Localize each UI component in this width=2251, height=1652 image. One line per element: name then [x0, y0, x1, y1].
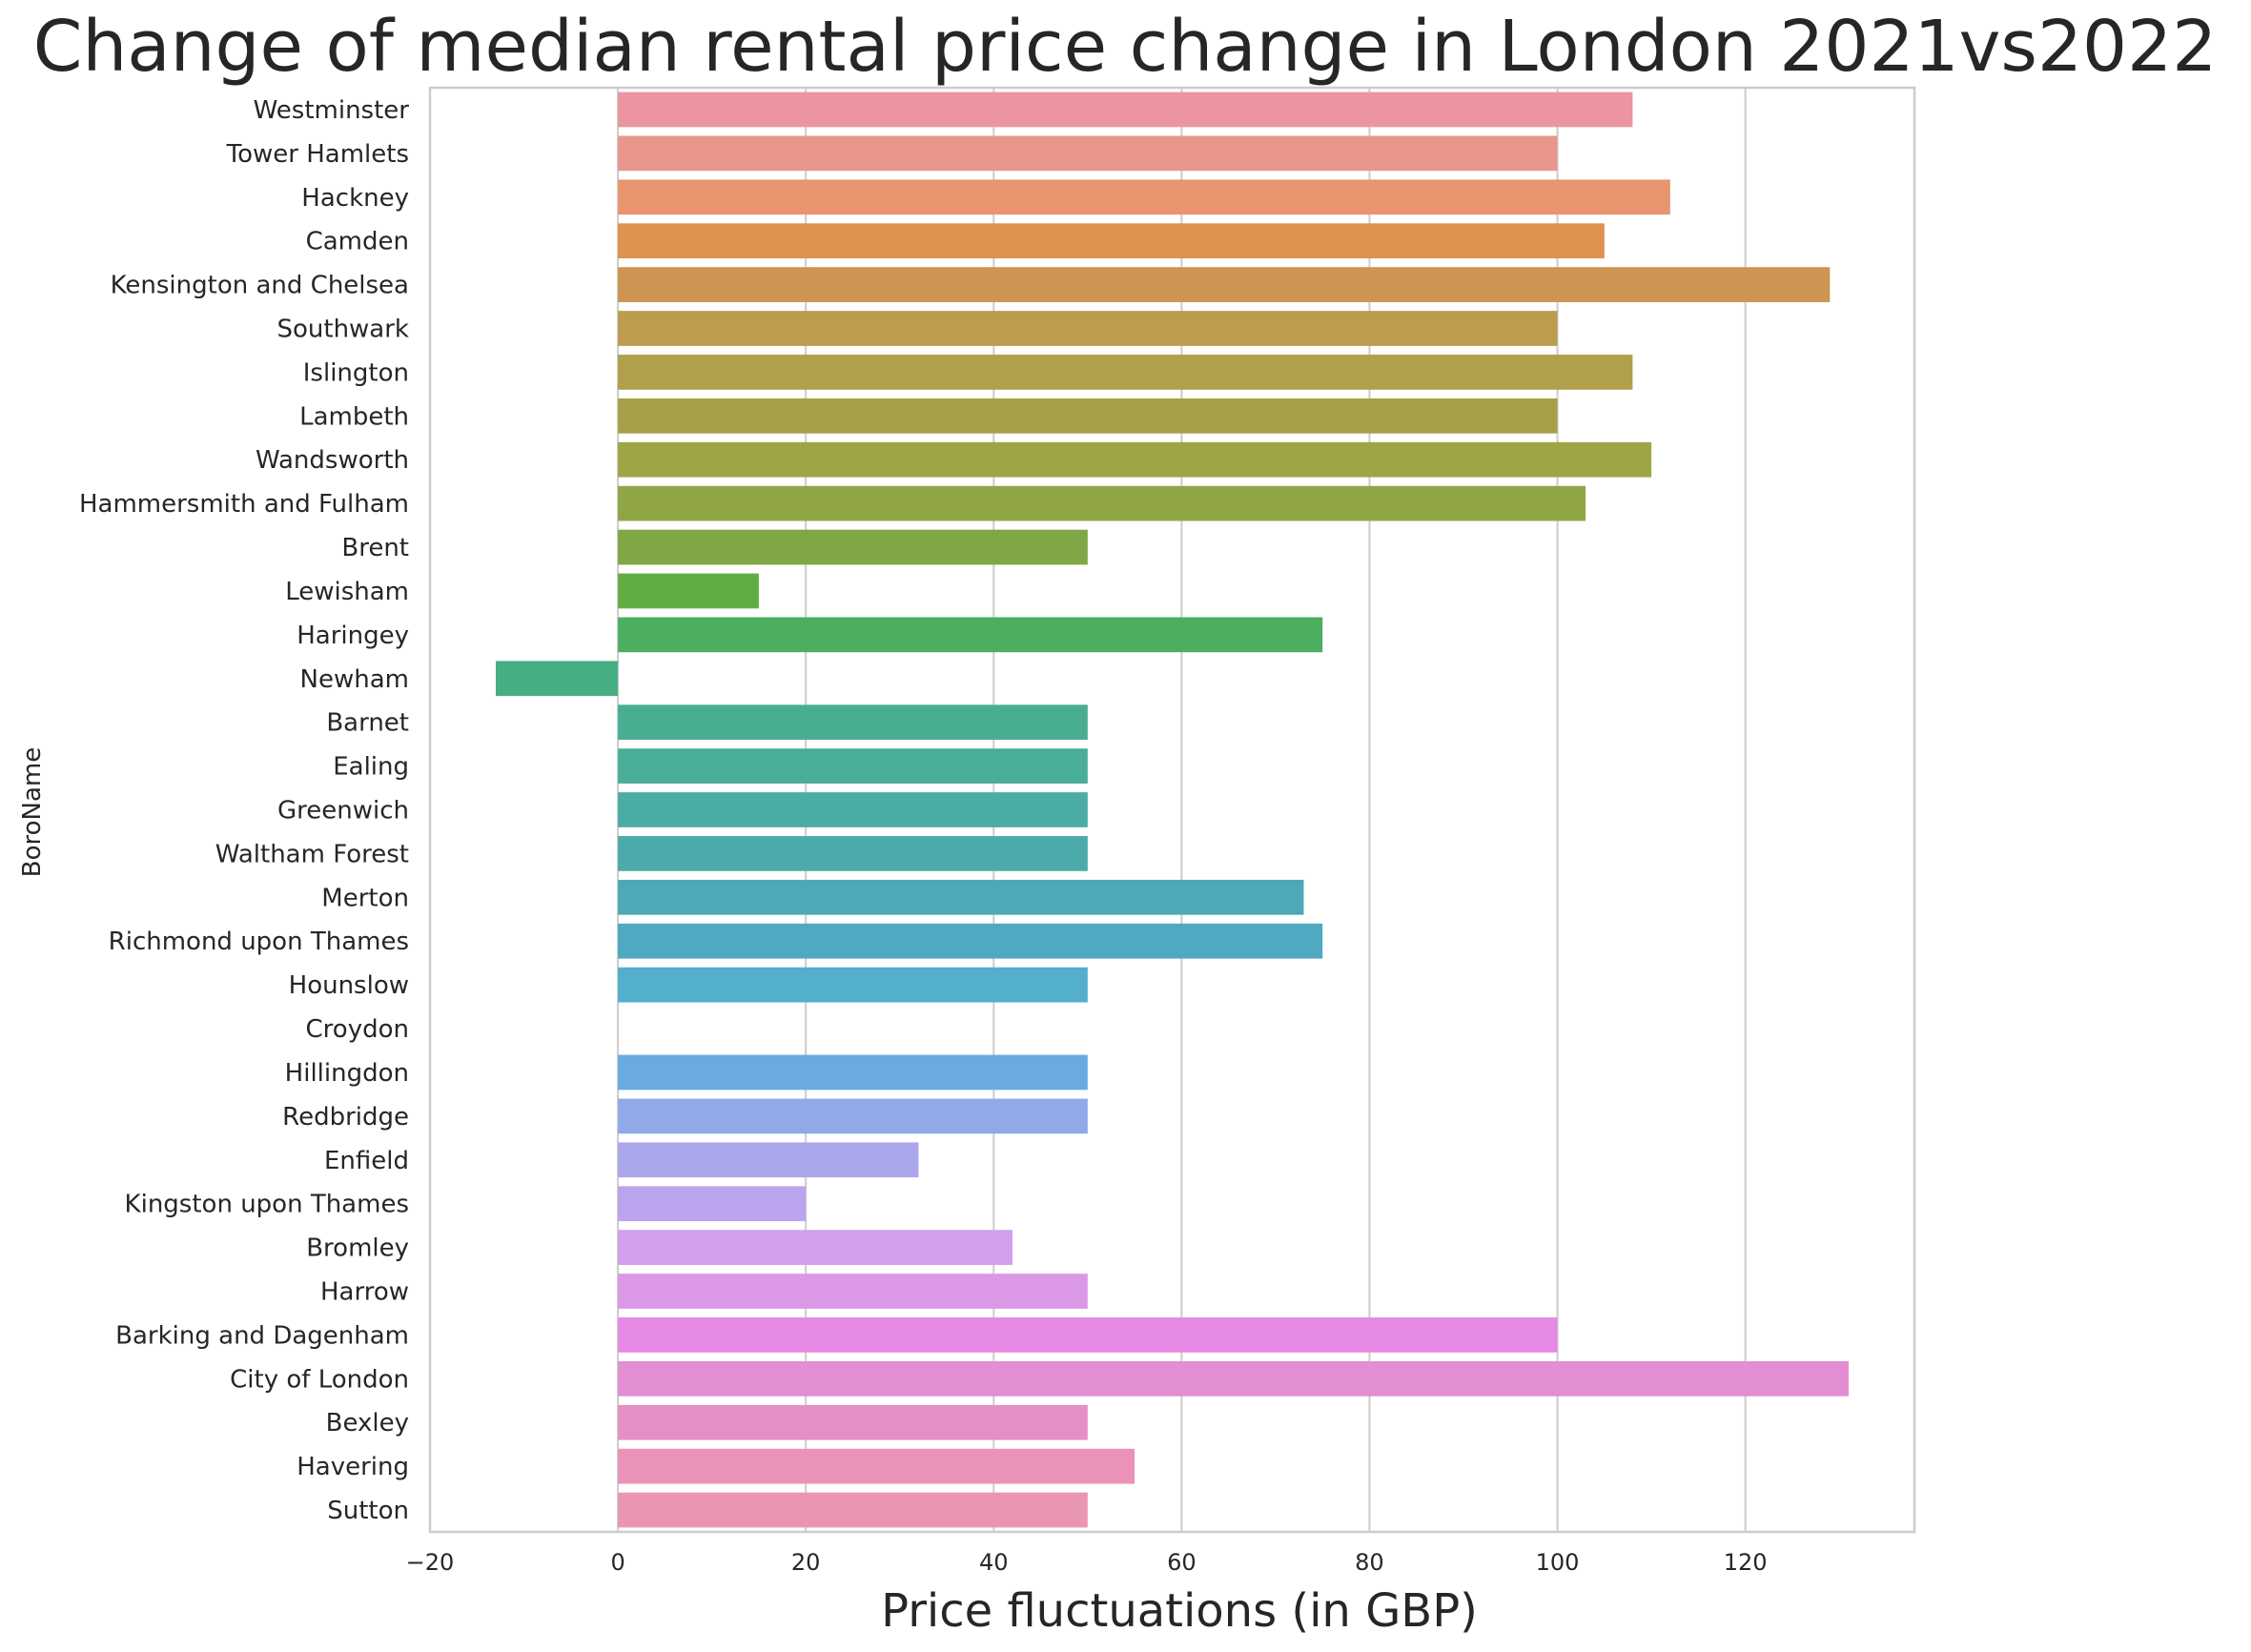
y-axis-label: BoroName — [18, 747, 47, 877]
y-tick-label: Hounslow — [289, 971, 409, 1000]
y-tick-label: Hackney — [301, 184, 409, 213]
x-tick-label: −20 — [406, 1549, 455, 1576]
y-tick-label: Camden — [306, 228, 409, 256]
y-tick-label: Brent — [341, 534, 409, 562]
bar-newham — [495, 661, 619, 697]
bar-hounslow — [618, 967, 1088, 1003]
x-tick-label: 100 — [1536, 1549, 1580, 1576]
bar-hammersmith-and-fulham — [618, 485, 1586, 521]
y-tick-label: Southwark — [276, 316, 409, 344]
bar-lambeth — [618, 398, 1558, 434]
y-tick-label: City of London — [230, 1365, 409, 1394]
bar-waltham-forest — [618, 836, 1088, 871]
bar-bexley — [618, 1404, 1088, 1440]
y-tick-label: Lewisham — [285, 578, 409, 606]
x-tick-label: 20 — [791, 1549, 821, 1576]
y-tick-label: Hillingdon — [285, 1059, 409, 1088]
y-tick-label: Lambeth — [299, 402, 409, 431]
bar-brent — [618, 529, 1088, 565]
y-tick-label: Enfield — [324, 1147, 409, 1175]
y-tick-label: Ealing — [333, 753, 409, 782]
bar-sutton — [618, 1492, 1088, 1528]
y-tick-label: Bromley — [306, 1234, 409, 1263]
chart-title: Change of median rental price change in … — [33, 6, 2218, 88]
x-tick-label: 80 — [1355, 1549, 1384, 1576]
y-tick-label: Barnet — [326, 709, 409, 738]
x-tick-label: 60 — [1167, 1549, 1197, 1576]
y-tick-label: Croydon — [306, 1015, 409, 1044]
bar-city-of-london — [618, 1360, 1850, 1397]
bar-merton — [618, 879, 1304, 915]
plot-frame — [428, 86, 1916, 1534]
bar-enfield — [618, 1142, 919, 1178]
bar-camden — [618, 223, 1605, 259]
x-axis-label: Price fluctuations (in GBP) — [881, 1584, 1478, 1638]
bar-kensington-and-chelsea — [618, 267, 1831, 302]
bar-westminster — [618, 92, 1633, 128]
y-tick-label: Greenwich — [277, 797, 409, 826]
bar-haringey — [618, 617, 1323, 653]
bar-redbridge — [618, 1098, 1088, 1134]
y-tick-label: Waltham Forest — [215, 840, 409, 868]
y-tick-label: Havering — [297, 1453, 409, 1481]
y-tick-label: Kingston upon Thames — [125, 1191, 409, 1219]
bar-lewisham — [618, 573, 759, 609]
y-tick-label: Haringey — [297, 622, 409, 650]
y-tick-label: Redbridge — [282, 1103, 409, 1132]
bar-barnet — [618, 704, 1088, 741]
y-tick-label: Harrow — [320, 1278, 409, 1307]
x-tick-label: 0 — [610, 1549, 624, 1576]
y-tick-label: Wandsworth — [256, 446, 409, 475]
bar-richmond-upon-thames — [618, 923, 1323, 959]
y-tick-label: Tower Hamlets — [226, 140, 409, 169]
bar-hackney — [618, 179, 1670, 215]
y-tick-label: Westminster — [254, 96, 410, 125]
bar-islington — [618, 355, 1633, 390]
y-tick-labels: Westminster Tower Hamlets Hackney Camden Ken… — [79, 96, 409, 1525]
bars — [495, 92, 1850, 1528]
bar-wandsworth — [618, 441, 1652, 478]
y-tick-label: Merton — [321, 884, 409, 912]
bar-havering — [618, 1448, 1136, 1484]
x-tick-labels: −20 0 20 40 60 80 100 120 — [406, 1549, 1768, 1576]
y-tick-label: Newham — [300, 665, 409, 694]
y-tick-label: Kensington and Chelsea — [111, 272, 409, 300]
bar-ealing — [618, 748, 1088, 784]
bar-harrow — [618, 1274, 1088, 1309]
bar-barking-and-dagenham — [618, 1317, 1558, 1353]
bar-greenwich — [618, 792, 1088, 827]
bar-hillingdon — [618, 1054, 1088, 1091]
y-tick-label: Barking and Dagenham — [115, 1321, 409, 1350]
bar-kingston-upon-thames — [618, 1186, 807, 1222]
x-tick-label: 40 — [979, 1549, 1009, 1576]
x-tick-label: 120 — [1724, 1549, 1768, 1576]
y-tick-label: Richmond upon Thames — [109, 928, 409, 956]
y-tick-label: Sutton — [327, 1497, 409, 1525]
bar-bromley — [618, 1230, 1013, 1265]
bar-tower-hamlets — [618, 135, 1558, 172]
y-tick-label: Bexley — [326, 1409, 409, 1438]
y-tick-label: Hammersmith and Fulham — [79, 490, 409, 519]
y-tick-label: Islington — [303, 358, 409, 387]
bar-southwark — [618, 311, 1558, 346]
